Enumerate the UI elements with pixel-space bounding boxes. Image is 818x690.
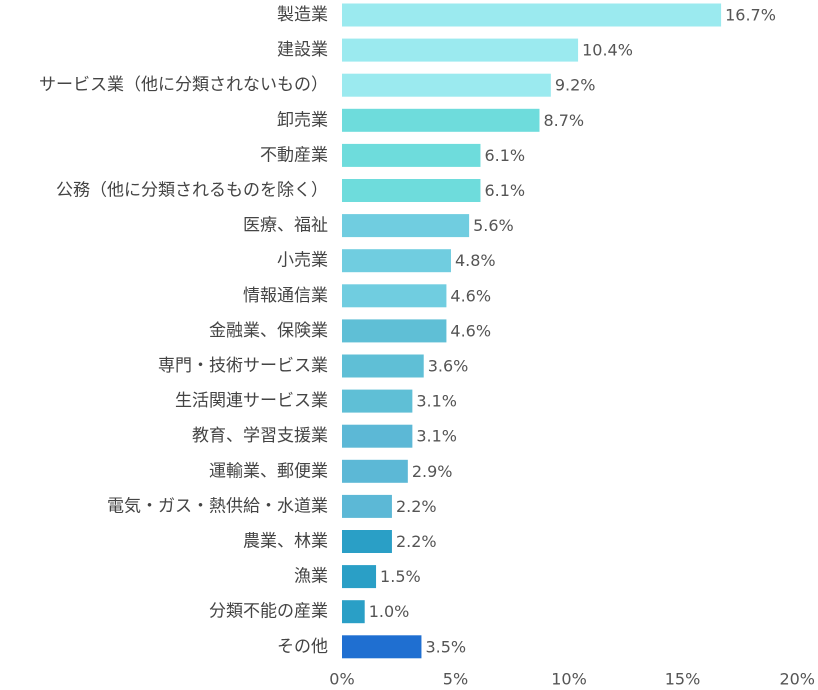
category-label: その他 — [277, 637, 328, 657]
value-label: 3.6% — [428, 357, 469, 376]
value-label: 4.8% — [455, 251, 496, 270]
bar — [342, 319, 447, 343]
category-label: 卸売業 — [277, 110, 328, 130]
bar — [342, 389, 413, 413]
x-tick-label: 5% — [443, 670, 468, 689]
category-label: 金融業、保険業 — [209, 321, 328, 341]
category-label: サービス業（他に分類されないもの） — [39, 75, 328, 95]
category-label: 公務（他に分類されるものを除く） — [56, 181, 328, 201]
bar — [342, 38, 579, 62]
category-label: 農業、林業 — [243, 532, 328, 552]
x-tick-label: 15% — [665, 670, 701, 689]
bar — [342, 3, 722, 27]
x-tick-label: 10% — [551, 670, 587, 689]
value-label: 1.5% — [380, 567, 421, 586]
category-label: 電気・ガス・熱供給・水道業 — [107, 496, 328, 516]
value-label: 4.6% — [450, 286, 491, 305]
bar — [342, 424, 413, 448]
bar — [342, 530, 392, 553]
category-label: 不動産業 — [260, 145, 328, 165]
bar — [342, 214, 470, 238]
x-axis-ticks: 0% 5% 10% 15% 20% — [329, 670, 815, 689]
bar — [342, 459, 408, 483]
bar — [342, 249, 451, 273]
value-label: 10.4% — [582, 41, 633, 60]
value-label: 2.9% — [412, 462, 453, 481]
bar — [342, 600, 365, 624]
bar — [342, 635, 422, 659]
bars — [342, 3, 722, 659]
value-label: 3.1% — [416, 427, 457, 446]
value-label: 8.7% — [543, 111, 584, 130]
value-labels: 16.7% 10.4% 9.2% 8.7% 6.1% 6.1% 5.6% 4.8% 4.6% 4.… — [369, 6, 776, 657]
category-label: 生活関連サービス業 — [175, 391, 328, 411]
value-label: 6.1% — [484, 146, 525, 165]
category-label: 製造業 — [277, 5, 328, 25]
value-label: 2.2% — [396, 532, 437, 551]
value-label: 2.2% — [396, 497, 437, 516]
bar — [342, 565, 377, 589]
bar — [342, 73, 551, 97]
category-label: 教育、学習支援業 — [192, 426, 328, 446]
category-label: 建設業 — [277, 40, 328, 60]
category-label: 分類不能の産業 — [209, 602, 328, 622]
value-label: 5.6% — [473, 216, 514, 235]
category-label: 小売業 — [277, 251, 328, 271]
bar — [342, 494, 392, 518]
x-tick-label: 0% — [329, 670, 354, 689]
bar — [342, 354, 424, 378]
bar — [342, 179, 481, 202]
category-label: 運輸業、郵便業 — [209, 461, 328, 481]
value-label: 9.2% — [555, 76, 596, 95]
value-label: 16.7% — [725, 6, 776, 25]
x-tick-label: 20% — [779, 670, 815, 689]
value-label: 3.1% — [416, 392, 457, 411]
bar — [342, 284, 447, 308]
category-label: 情報通信業 — [243, 286, 328, 306]
value-label: 6.1% — [484, 181, 525, 200]
value-label: 3.5% — [425, 637, 466, 656]
value-label: 1.0% — [369, 602, 410, 621]
value-label: 4.6% — [450, 321, 491, 340]
bar — [342, 143, 481, 167]
category-label: 専門・技術サービス業 — [158, 356, 328, 376]
category-label: 漁業 — [294, 567, 328, 587]
category-label: 医療、福祉 — [243, 216, 328, 236]
bar — [342, 108, 540, 132]
